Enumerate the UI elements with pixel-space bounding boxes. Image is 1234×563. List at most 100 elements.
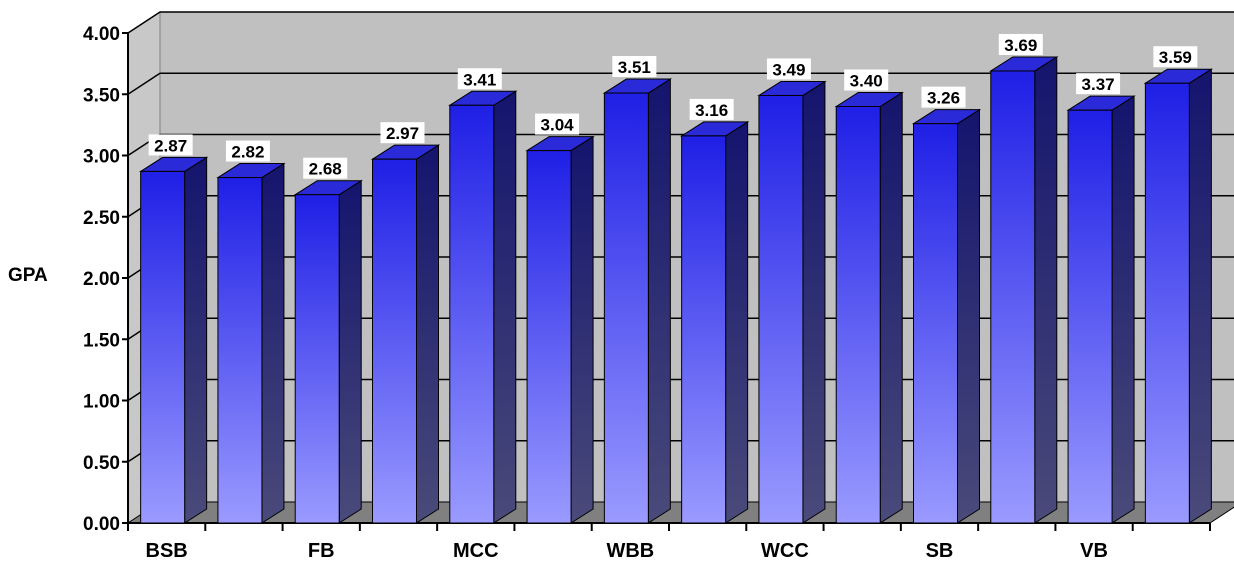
data-label-box: [225, 140, 270, 162]
data-label-box: [844, 69, 889, 91]
y-tick-label: 2.50: [83, 208, 120, 229]
bar-side: [416, 144, 439, 524]
bar: [757, 80, 827, 524]
bar: [138, 156, 209, 524]
data-label: 3.69: [1004, 36, 1037, 55]
x-tick-label: BSB: [146, 540, 188, 562]
data-label-group: 2.68: [303, 157, 348, 179]
bar: [602, 78, 673, 524]
y-tick-label: 1.00: [83, 392, 120, 413]
data-label-group: 3.26: [921, 86, 966, 108]
bar-front: [372, 158, 417, 524]
data-label-group: 3.40: [844, 69, 889, 91]
y-tick-label: 1.50: [83, 330, 120, 351]
bar-side: [1111, 95, 1135, 524]
data-label-group: 3.51: [612, 56, 657, 78]
bar: [448, 90, 518, 524]
data-label: 3.59: [1159, 48, 1192, 67]
bar: [370, 144, 441, 524]
bar-side: [647, 78, 671, 524]
y-axis: 0.00 0.50 1.00 1.50 2.00 2.50 3.00 3.50 4.00: [83, 24, 129, 535]
bar-side: [1034, 56, 1058, 524]
y-tick-label: 3.00: [83, 147, 120, 168]
bar-series: [138, 56, 1214, 524]
data-label-group: 2.87: [148, 134, 193, 156]
bar-front: [681, 135, 727, 524]
y-tick-label: 0.00: [83, 514, 120, 535]
data-label-group: 3.37: [1076, 73, 1121, 95]
bar-front: [526, 150, 572, 524]
bar-side: [879, 91, 903, 524]
bar-side: [184, 156, 208, 524]
data-label-box: [998, 33, 1043, 55]
y-tick-label: 4.00: [83, 24, 120, 45]
data-label-group: 2.82: [225, 140, 270, 162]
bar-front: [758, 94, 804, 524]
data-label-box: [612, 56, 657, 78]
data-label: 2.82: [231, 143, 264, 162]
data-label-box: [766, 58, 811, 80]
bar-side: [725, 120, 749, 524]
bar-front: [913, 123, 958, 524]
gridline: [127, 11, 1234, 34]
data-label-box: [1153, 46, 1198, 68]
bar-side: [802, 80, 826, 524]
bar-side: [338, 179, 362, 524]
bar-front: [140, 170, 186, 524]
bar: [1066, 95, 1136, 524]
bar: [1143, 68, 1214, 524]
bar-front: [294, 194, 340, 524]
bar-front: [603, 92, 649, 524]
y-tick-label: 0.50: [83, 453, 120, 474]
bar-front: [1067, 109, 1113, 524]
x-tick-label: SB: [926, 540, 954, 562]
y-tick-label: 2.00: [83, 269, 120, 290]
data-label-group: 3.16: [689, 98, 734, 120]
data-label: 3.26: [927, 89, 960, 108]
data-label-group: 3.04: [535, 113, 580, 135]
bar-front: [990, 70, 1036, 524]
bar: [525, 135, 595, 524]
bar: [679, 120, 750, 524]
data-label-box: [689, 98, 734, 120]
bar-side: [493, 90, 517, 524]
data-label-box: [457, 68, 502, 90]
data-label-group: 2.97: [380, 122, 425, 144]
data-label-box: [148, 134, 193, 156]
bar: [834, 91, 904, 524]
x-tick-label: WBB: [606, 540, 654, 562]
bar: [293, 179, 363, 524]
bar: [989, 56, 1059, 524]
data-label-group: 3.59: [1153, 46, 1198, 68]
data-label: 3.51: [618, 58, 651, 77]
data-label-box: [303, 157, 348, 179]
x-tick-label: VB: [1080, 540, 1108, 562]
bar-side: [570, 135, 594, 524]
x-tick-label: WCC: [761, 540, 809, 562]
data-label: 3.16: [695, 101, 728, 120]
data-label: 2.87: [154, 136, 187, 155]
bar-side: [957, 108, 980, 524]
data-label: 3.41: [463, 70, 496, 89]
bar-front: [1144, 82, 1190, 524]
bar: [216, 162, 286, 524]
y-axis-title: GPA: [8, 265, 48, 286]
data-label: 2.68: [309, 160, 342, 179]
y-tick-label: 3.50: [83, 85, 120, 106]
data-label: 2.97: [386, 124, 419, 143]
bar: [911, 108, 982, 524]
bar-side: [1188, 68, 1212, 524]
data-label-group: 3.49: [766, 58, 811, 80]
data-labels: 2.87 2.82 2.68 2.97 3.41 3.04 3.51 3.16 3.49 3.40…: [148, 33, 1198, 179]
data-label: 3.49: [772, 60, 805, 79]
bar-front: [449, 104, 495, 524]
bar-front: [835, 106, 881, 524]
data-label: 3.04: [541, 116, 575, 135]
data-label-box: [380, 122, 425, 144]
data-label-group: 3.41: [457, 68, 502, 90]
x-tick-label: FB: [308, 540, 335, 562]
data-label: 3.37: [1082, 75, 1115, 94]
data-label-box: [1076, 73, 1121, 95]
